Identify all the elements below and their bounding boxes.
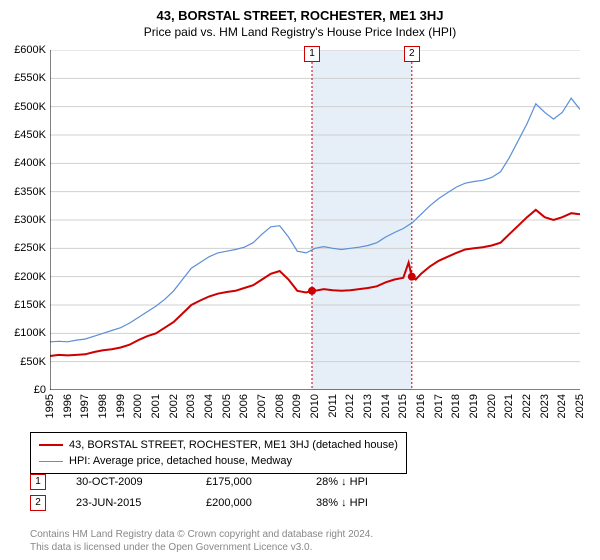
legend-row: 43, BORSTAL STREET, ROCHESTER, ME1 3HJ (…: [39, 437, 398, 453]
x-tick-label: 2025: [574, 394, 586, 418]
plot-svg: [50, 50, 580, 390]
x-tick-label: 2006: [238, 394, 250, 418]
y-tick-label: £450K: [1, 129, 46, 141]
x-tick-label: 1995: [44, 394, 56, 418]
legend: 43, BORSTAL STREET, ROCHESTER, ME1 3HJ (…: [30, 432, 407, 474]
x-tick-label: 2015: [397, 394, 409, 418]
chart-title: 43, BORSTAL STREET, ROCHESTER, ME1 3HJ: [0, 0, 600, 23]
y-tick-label: £100K: [1, 327, 46, 339]
sales-row-pct: 28% ↓ HPI: [316, 476, 416, 488]
y-tick-label: £250K: [1, 242, 46, 254]
sales-row: 1 30-OCT-2009 £175,000 28% ↓ HPI: [30, 474, 416, 490]
legend-label: HPI: Average price, detached house, Medw…: [69, 453, 292, 469]
x-tick-label: 2004: [203, 394, 215, 418]
x-tick-label: 2014: [380, 394, 392, 418]
chart-area: £0£50K£100K£150K£200K£250K£300K£350K£400…: [50, 50, 580, 390]
sales-row-price: £175,000: [206, 476, 286, 488]
x-tick-label: 2023: [539, 394, 551, 418]
sale-marker-badge: 2: [404, 46, 420, 62]
x-tick-label: 1997: [79, 394, 91, 418]
x-tick-label: 2008: [274, 394, 286, 418]
x-tick-label: 1999: [115, 394, 127, 418]
legend-label: 43, BORSTAL STREET, ROCHESTER, ME1 3HJ (…: [69, 437, 398, 453]
x-tick-label: 2018: [450, 394, 462, 418]
x-tick-label: 2000: [132, 394, 144, 418]
y-tick-label: £50K: [1, 356, 46, 368]
legend-swatch: [39, 444, 63, 446]
x-tick-label: 2024: [556, 394, 568, 418]
footer-attribution: Contains HM Land Registry data © Crown c…: [30, 528, 373, 554]
chart-container: 43, BORSTAL STREET, ROCHESTER, ME1 3HJ P…: [0, 0, 600, 560]
sales-row-date: 30-OCT-2009: [76, 476, 176, 488]
y-tick-label: £500K: [1, 101, 46, 113]
sales-row: 2 23-JUN-2015 £200,000 38% ↓ HPI: [30, 495, 416, 511]
x-tick-label: 2020: [486, 394, 498, 418]
footer-line-1: Contains HM Land Registry data © Crown c…: [30, 528, 373, 541]
x-tick-label: 2019: [468, 394, 480, 418]
sales-row-date: 23-JUN-2015: [76, 497, 176, 509]
x-tick-label: 1996: [62, 394, 74, 418]
x-tick-label: 2007: [256, 394, 268, 418]
legend-row: HPI: Average price, detached house, Medw…: [39, 453, 398, 469]
y-tick-label: £350K: [1, 186, 46, 198]
footer-line-2: This data is licensed under the Open Gov…: [30, 541, 373, 554]
x-tick-label: 2002: [168, 394, 180, 418]
sales-row-pct: 38% ↓ HPI: [316, 497, 416, 509]
sales-table: 1 30-OCT-2009 £175,000 28% ↓ HPI 2 23-JUN-201…: [30, 474, 416, 516]
x-tick-label: 2017: [433, 394, 445, 418]
sales-row-price: £200,000: [206, 497, 286, 509]
x-tick-label: 2012: [344, 394, 356, 418]
chart-subtitle: Price paid vs. HM Land Registry's House …: [0, 25, 600, 39]
x-tick-label: 2003: [185, 394, 197, 418]
x-tick-label: 2005: [221, 394, 233, 418]
legend-swatch: [39, 461, 63, 462]
y-tick-label: £400K: [1, 157, 46, 169]
x-tick-label: 2016: [415, 394, 427, 418]
sales-row-marker: 2: [30, 495, 46, 511]
y-tick-label: £200K: [1, 271, 46, 283]
y-tick-label: £550K: [1, 72, 46, 84]
x-tick-label: 2013: [362, 394, 374, 418]
sale-marker-badge: 1: [304, 46, 320, 62]
x-tick-label: 2021: [503, 394, 515, 418]
x-tick-label: 2009: [291, 394, 303, 418]
x-tick-label: 2010: [309, 394, 321, 418]
y-tick-label: £150K: [1, 299, 46, 311]
y-tick-label: £600K: [1, 44, 46, 56]
x-tick-label: 1998: [97, 394, 109, 418]
sales-row-marker: 1: [30, 474, 46, 490]
y-tick-label: £0: [1, 384, 46, 396]
y-tick-label: £300K: [1, 214, 46, 226]
x-tick-label: 2001: [150, 394, 162, 418]
x-tick-label: 2011: [327, 394, 339, 418]
x-tick-label: 2022: [521, 394, 533, 418]
